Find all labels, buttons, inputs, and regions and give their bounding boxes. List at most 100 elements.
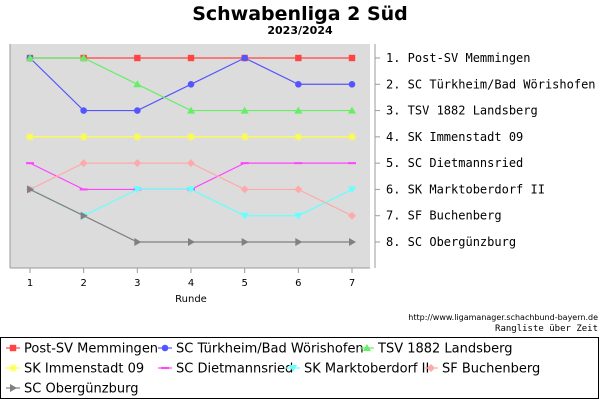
legend-label: SF Buchenberg (442, 362, 540, 377)
series-8 (27, 185, 356, 246)
data-point (134, 107, 141, 114)
legend-marker (363, 344, 371, 351)
x-tick-label: 3 (134, 278, 140, 289)
rank-label: 8. SC Obergünzburg (386, 235, 516, 249)
chart-subtitle: 2023/2024 (267, 24, 333, 37)
legend-label: TSV 1882 Landsberg (377, 342, 513, 357)
rank-label: 4. SK Immenstadt 09 (386, 130, 523, 144)
data-point (348, 106, 356, 114)
data-point (187, 106, 195, 114)
data-point (188, 238, 195, 246)
legend-label: SC Türkheim/Bad Wörishofen (176, 342, 364, 357)
series-4 (26, 132, 356, 141)
legend-marker (427, 364, 435, 372)
legend-marker (10, 384, 17, 392)
legend-item: TSV 1882 Landsberg (360, 342, 513, 357)
data-point (133, 159, 142, 168)
data-point (187, 186, 195, 194)
data-point (240, 162, 249, 165)
data-point (79, 188, 88, 191)
data-point (26, 54, 34, 61)
data-point (27, 185, 34, 194)
legend-item: SC Dietmannsried (158, 362, 293, 377)
rank-label: 3. TSV 1882 Landsberg (386, 104, 538, 118)
rank-label: 6. SK Marktoberdorf II (386, 182, 545, 196)
series-2 (26, 54, 356, 114)
data-point (294, 106, 303, 114)
chart-title: Schwabenliga 2 Süd (192, 3, 408, 25)
data-point (133, 80, 142, 88)
rank-label: 5. SC Dietmannsried (386, 156, 523, 170)
data-point (240, 132, 249, 141)
rank-label: 7. SF Buchenberg (386, 209, 502, 223)
legend-label: SK Immenstadt 09 (24, 362, 144, 377)
data-point (295, 238, 303, 246)
data-point (79, 54, 88, 61)
legend-item: SC Türkheim/Bad Wörishofen (158, 342, 364, 357)
data-point (133, 186, 142, 194)
legend-label: SK Marktoberdorf II (304, 362, 429, 377)
data-point (187, 80, 195, 88)
data-point (240, 212, 249, 220)
data-point (134, 54, 141, 62)
series-3 (26, 54, 356, 114)
data-point (241, 238, 249, 246)
legend-item: SF Buchenberg (424, 362, 540, 377)
legend-marker (9, 344, 17, 352)
data-point (80, 107, 87, 114)
data-point (294, 212, 303, 220)
legend-marker (9, 364, 17, 372)
data-point (348, 186, 356, 194)
data-point (348, 162, 356, 165)
data-point (348, 211, 356, 220)
legend-marker (161, 344, 169, 352)
x-tick-label: 2 (80, 278, 86, 289)
series-layer (26, 54, 356, 246)
data-point (187, 159, 195, 168)
legend-marker (161, 367, 169, 369)
data-point (240, 185, 249, 194)
data-point (294, 162, 303, 165)
legend-item: SC Obergünzburg (6, 382, 138, 397)
x-ticks: 1 2 3 4 5 6 7 (27, 268, 355, 289)
legend-item: SK Immenstadt 09 (6, 362, 144, 377)
legend-item: SK Marktoberdorf II (286, 362, 429, 377)
legend-label: SC Obergünzburg (24, 382, 138, 397)
x-tick-label: 7 (349, 278, 355, 289)
data-point (79, 132, 88, 141)
data-point (241, 54, 248, 62)
data-point (240, 106, 249, 114)
rank-label: 1. Post-SV Memmingen (386, 51, 531, 65)
data-point (348, 80, 356, 88)
data-point (134, 238, 142, 246)
data-point (80, 211, 88, 220)
data-point (26, 162, 34, 165)
x-axis-label: Runde (175, 294, 207, 305)
data-point (349, 238, 356, 246)
legend-label: Post-SV Memmingen (24, 342, 158, 357)
data-point (348, 132, 356, 141)
legend: Post-SV Memmingen SC Türkheim/Bad Wörisho… (6, 342, 540, 397)
x-tick-label: 6 (295, 278, 301, 289)
plot-area (10, 44, 370, 268)
x-tick-label: 4 (188, 278, 194, 289)
data-point (294, 132, 303, 141)
data-point (348, 54, 356, 62)
x-tick-label: 5 (241, 278, 247, 289)
rank-labels: 1. Post-SV Memmingen 2. SC Türkheim/Bad W… (375, 51, 596, 249)
chart-caption: Rangliste über Zeit (495, 324, 598, 334)
data-point (187, 132, 195, 141)
data-point (133, 132, 142, 141)
data-point (26, 132, 34, 141)
series-7 (26, 159, 356, 220)
data-point (187, 54, 195, 62)
rank-label: 2. SC Türkheim/Bad Wörishofen (386, 77, 596, 91)
data-point (295, 54, 302, 62)
legend-label: SC Dietmannsried (176, 362, 293, 377)
x-tick-label: 1 (27, 278, 33, 289)
data-point (295, 80, 302, 88)
data-point (79, 159, 88, 168)
legend-item: Post-SV Memmingen (6, 342, 158, 357)
legend-marker (289, 365, 297, 372)
